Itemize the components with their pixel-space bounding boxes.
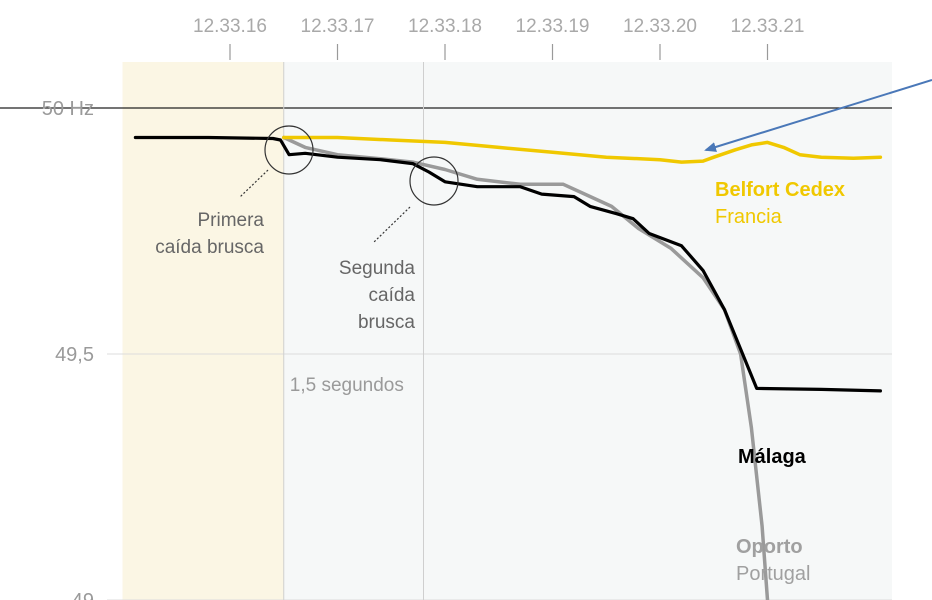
- x-tick-label: 12.33.21: [731, 16, 805, 37]
- x-tick-label: 12.33.20: [623, 16, 697, 37]
- series-label: Málaga: [738, 446, 807, 468]
- annotation-text: Segunda: [339, 258, 416, 279]
- annotations: 1,5 segundos Primera caída brusca Segunda ca…: [155, 79, 932, 396]
- x-axis: 12.33.16 12.33.17 12.33.18 12.33.19 12.33.20…: [193, 16, 804, 60]
- y-tick-label: 49: [72, 590, 94, 600]
- shaded-interval-0: [122, 62, 284, 600]
- series-sublabel: Francia: [715, 206, 783, 228]
- series-label: Belfort Cedex: [715, 179, 845, 201]
- y-tick-label: 50 Hz: [42, 98, 94, 120]
- annotation-text: caída brusca: [155, 237, 264, 258]
- x-tick-label: 12.33.18: [408, 16, 482, 37]
- annotation-circle: [409, 156, 459, 206]
- series-label: Oporto: [736, 536, 803, 558]
- annotation-circle: [264, 125, 314, 175]
- annotation-leader: [372, 206, 411, 244]
- x-tick-label: 12.33.16: [193, 16, 267, 37]
- y-tick-label: 49,5: [55, 344, 94, 366]
- annotation-text: Primera: [197, 210, 264, 231]
- duration-label: 1,5 segundos: [290, 375, 404, 396]
- series-line-belfort-cedex: [282, 135, 883, 164]
- chart-grid: [0, 62, 892, 600]
- annotation-text: caída: [369, 285, 416, 306]
- x-tick-label: 12.33.17: [301, 16, 375, 37]
- chart-background: [122, 62, 892, 600]
- x-tick-label: 12.33.19: [516, 16, 590, 37]
- annotation-text: brusca: [358, 312, 415, 333]
- series-lines: [133, 135, 883, 600]
- series-line-m-laga: [133, 135, 882, 393]
- y-axis: 50 Hz 49,5 49: [42, 98, 94, 600]
- pointer-arrow: [704, 79, 932, 152]
- series-sublabel: Portugal: [736, 563, 811, 585]
- series-labels: Belfort Cedex Francia Málaga Oporto Portugal: [715, 179, 845, 585]
- annotation-leader: [239, 169, 269, 198]
